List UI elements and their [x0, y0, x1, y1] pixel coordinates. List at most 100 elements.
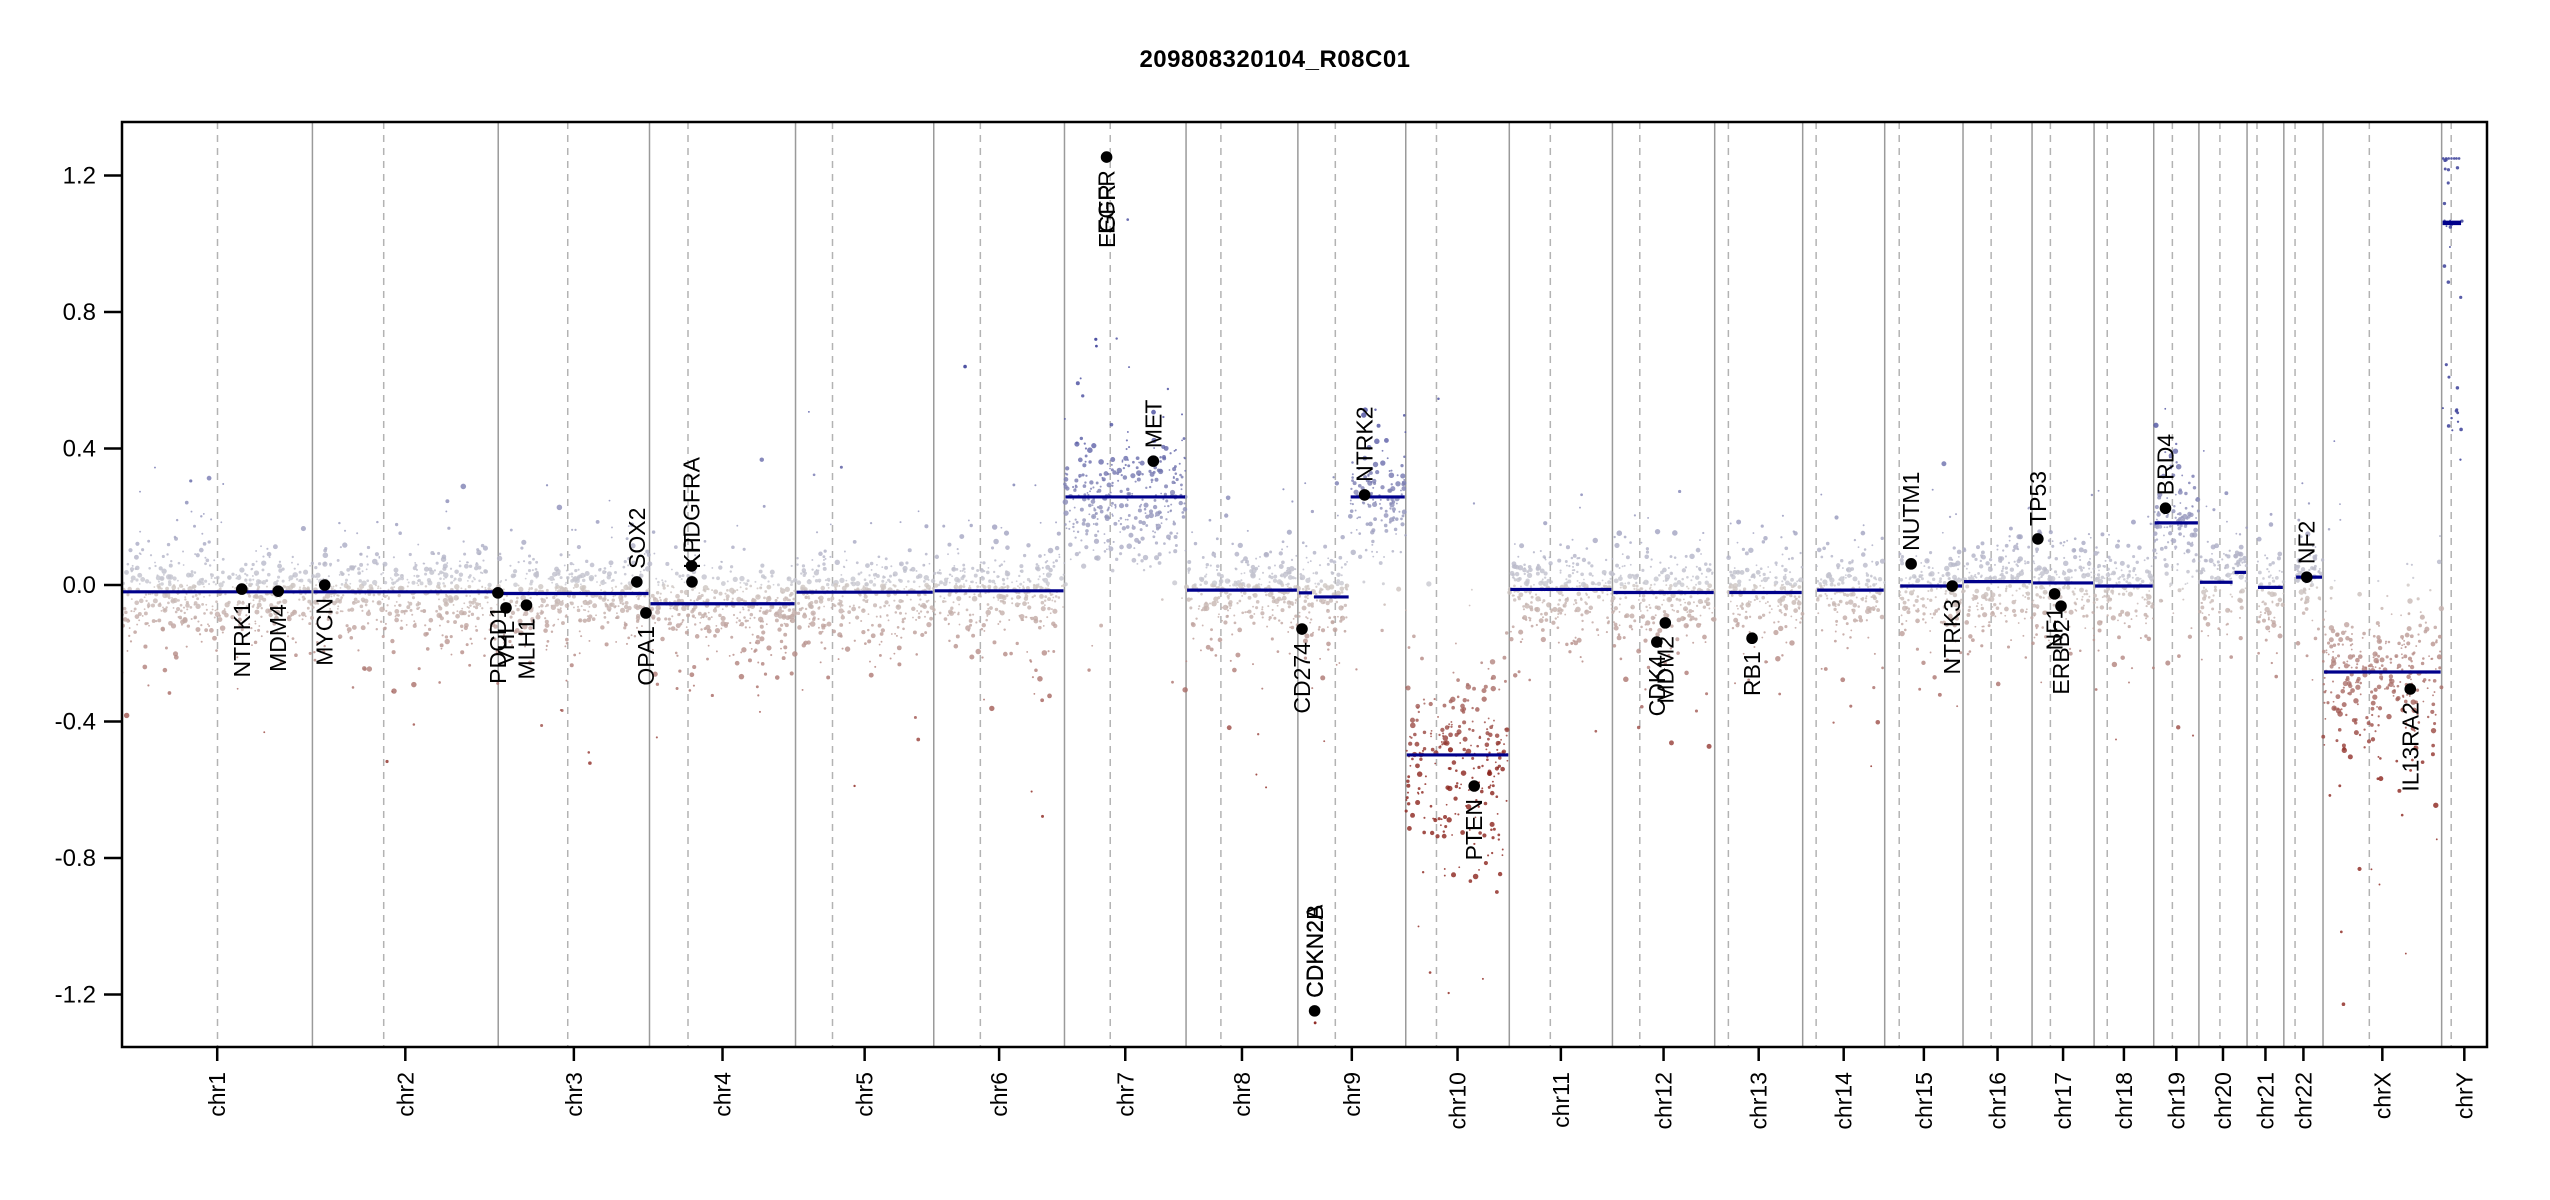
point	[1876, 608, 1881, 612]
point	[157, 603, 162, 608]
point	[979, 603, 982, 606]
point	[1335, 600, 1339, 604]
point	[1784, 625, 1788, 629]
point	[985, 609, 992, 616]
point	[1099, 509, 1104, 514]
point	[255, 579, 261, 584]
point	[987, 607, 990, 610]
point	[1601, 579, 1604, 582]
point	[587, 610, 590, 613]
point	[361, 666, 367, 671]
point	[2083, 549, 2088, 554]
point	[759, 586, 763, 590]
point	[1291, 500, 1294, 503]
point	[134, 567, 137, 571]
point	[1767, 576, 1770, 580]
point	[1497, 833, 1501, 837]
point	[1180, 488, 1183, 491]
point	[1853, 538, 1857, 542]
point	[1111, 513, 1114, 516]
point	[134, 614, 140, 619]
point	[1046, 616, 1049, 619]
point	[520, 594, 526, 601]
point	[354, 565, 357, 568]
point	[1405, 799, 1408, 801]
point	[1229, 659, 1232, 662]
point	[1781, 514, 1784, 517]
point	[1475, 798, 1478, 802]
point	[1629, 563, 1632, 566]
point	[2053, 570, 2058, 574]
point	[853, 588, 856, 591]
point	[1033, 594, 1036, 597]
point	[211, 608, 214, 611]
point	[439, 643, 444, 648]
point	[411, 613, 414, 616]
point	[659, 598, 662, 602]
point	[1018, 614, 1021, 617]
point	[668, 627, 671, 630]
point	[426, 578, 432, 583]
point	[1006, 584, 1009, 588]
point	[461, 612, 465, 616]
point	[1282, 488, 1285, 491]
point	[1350, 549, 1356, 556]
point	[915, 575, 920, 580]
point	[1211, 600, 1217, 607]
point	[478, 579, 481, 583]
point	[1927, 566, 1931, 569]
point	[559, 576, 563, 580]
point	[417, 667, 421, 671]
point	[860, 571, 863, 574]
point	[629, 522, 635, 527]
point	[711, 589, 714, 592]
point	[1481, 696, 1487, 702]
point	[1392, 519, 1395, 522]
point	[726, 580, 729, 583]
point	[2065, 617, 2068, 620]
point	[1937, 692, 1942, 697]
point	[1261, 571, 1265, 574]
point	[738, 673, 745, 680]
point	[861, 608, 866, 613]
point	[1920, 561, 1923, 564]
point	[630, 634, 633, 637]
point	[1111, 514, 1114, 517]
point	[1111, 484, 1114, 488]
point	[1424, 783, 1427, 786]
point	[1962, 606, 1965, 609]
point	[1119, 516, 1123, 520]
point	[633, 634, 637, 638]
point	[1121, 459, 1124, 462]
point	[617, 605, 620, 608]
point	[407, 601, 410, 603]
point	[1559, 543, 1562, 547]
point	[2024, 562, 2027, 565]
point	[1175, 477, 1179, 482]
point	[1979, 575, 1983, 579]
point	[808, 579, 811, 581]
point	[1370, 480, 1373, 484]
point	[1362, 501, 1366, 505]
point	[2008, 539, 2011, 542]
point	[517, 561, 520, 564]
point	[1203, 580, 1209, 585]
point	[1000, 563, 1003, 566]
point	[2028, 583, 2031, 585]
point	[1149, 565, 1152, 568]
point	[1144, 512, 1147, 515]
point	[1421, 790, 1424, 794]
point	[1160, 598, 1164, 601]
point	[1062, 499, 1069, 505]
point	[1690, 579, 1693, 582]
point	[1110, 505, 1113, 507]
point	[1477, 802, 1480, 804]
point	[1540, 612, 1543, 616]
point	[1306, 617, 1309, 620]
point	[1317, 628, 1321, 631]
point	[2032, 554, 2035, 557]
point	[728, 654, 731, 657]
point	[1985, 561, 1990, 566]
point	[1486, 758, 1489, 762]
point	[1290, 625, 1295, 630]
